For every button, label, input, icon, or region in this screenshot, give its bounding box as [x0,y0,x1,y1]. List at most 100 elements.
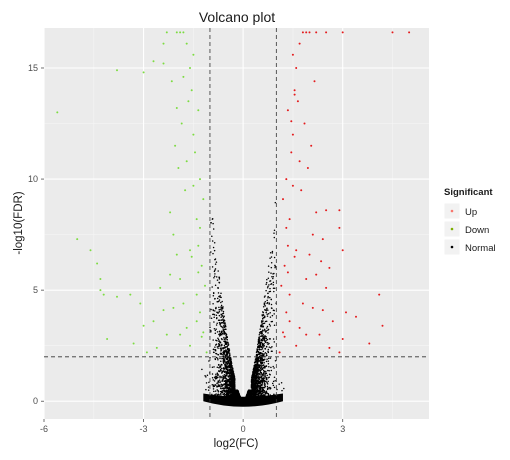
normal-point [268,342,270,345]
normal-point [267,351,270,354]
normal-point [214,346,216,348]
normal-point [213,249,216,252]
normal-point [222,318,224,320]
normal-point [213,314,216,316]
normal-point [255,374,258,376]
normal-point [268,376,270,379]
normal-point [262,354,264,356]
normal-point [263,296,266,298]
normal-point [209,326,211,329]
normal-point [268,284,270,286]
normal-point [212,294,215,297]
normal-point [264,375,266,377]
normal-point [228,349,231,352]
normal-point [258,390,260,393]
normal-point [219,332,222,335]
normal-point [228,371,230,373]
normal-point [260,331,263,334]
normal-point [262,320,264,322]
normal-point [218,363,220,366]
normal-point [262,316,265,319]
normal-point [267,343,269,346]
normal-point [251,394,254,396]
normal-point [222,357,224,360]
normal-point [226,358,229,361]
normal-point [219,375,221,378]
normal-point [220,352,223,355]
normal-point [230,358,232,361]
normal-point [212,303,214,305]
normal-point [265,370,267,373]
normal-point [218,276,220,278]
normal-point [268,346,271,348]
normal-point [257,353,259,356]
normal-point [263,372,265,374]
normal-point [265,336,267,338]
normal-point [216,311,218,313]
normal-point [264,358,266,360]
normal-point [224,332,226,334]
normal-point [263,381,266,383]
normal-point [264,348,266,350]
normal-point [260,346,262,348]
normal-point [259,389,262,391]
normal-point [218,281,220,284]
normal-point [224,342,227,345]
normal-point [216,373,219,375]
normal-point [215,314,218,316]
normal-point [218,379,221,381]
normal-point [268,271,270,273]
normal-point [223,353,225,356]
normal-point [264,351,267,354]
normal-point [257,395,260,397]
normal-point [225,392,228,395]
normal-point [225,368,227,370]
normal-point [283,387,285,390]
normal-point [254,364,257,367]
normal-point [218,278,221,280]
normal-point [272,338,275,340]
normal-point [219,323,221,325]
normal-point [218,330,221,333]
normal-point [273,376,276,379]
normal-point [267,350,269,352]
normal-point [257,339,260,342]
normal-point [216,331,219,333]
normal-point [219,357,221,360]
normal-point [217,358,219,361]
normal-point [256,380,258,383]
normal-point [221,390,223,392]
normal-point [270,346,272,349]
normal-point [263,394,266,397]
normal-point [265,330,268,332]
normal-point [212,222,214,225]
normal-point [274,360,277,362]
normal-point [259,328,261,330]
normal-point [274,380,276,382]
normal-point [264,383,266,386]
normal-point [265,354,268,357]
normal-point [258,351,260,354]
normal-point [260,393,263,396]
normal-point [228,380,231,382]
normal-point [217,385,219,387]
normal-point [214,298,216,300]
normal-point [220,322,222,324]
normal-point [220,326,223,328]
normal-point [219,334,222,336]
normal-point [264,367,266,369]
normal-point [225,378,228,380]
normal-point [206,374,209,376]
normal-point [223,390,226,392]
normal-point [270,307,273,309]
normal-point [269,251,272,254]
normal-point [271,314,274,317]
normal-point [267,377,269,379]
normal-point [270,369,273,372]
normal-point [221,332,224,335]
normal-point [259,370,261,373]
normal-point [257,380,259,382]
normal-point [267,369,269,372]
normal-point [216,357,219,359]
normal-point [266,383,269,385]
